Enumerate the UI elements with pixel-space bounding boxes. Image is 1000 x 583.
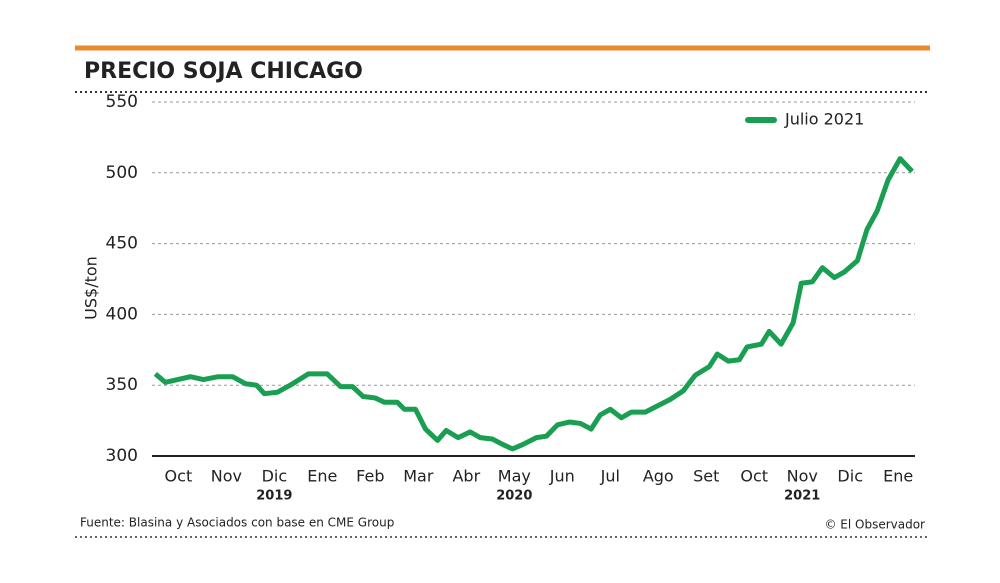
- x-tick-label: Ago: [643, 467, 674, 486]
- legend-label: Julio 2021: [784, 110, 864, 129]
- x-tick-label: Dic: [837, 467, 863, 486]
- y-tick-label: 300: [106, 446, 138, 466]
- year-label: 2019: [256, 489, 292, 504]
- x-tick-label: May: [498, 467, 531, 486]
- x-tick-label: Jun: [549, 467, 575, 486]
- source: Fuente: Blasina y Asociados con base en …: [80, 516, 394, 530]
- x-tick-label: Jul: [600, 467, 620, 486]
- x-tick-label: Dic: [262, 467, 288, 486]
- x-tick-label: Abr: [452, 467, 480, 486]
- year-label: 2020: [496, 489, 532, 504]
- x-tick-label: Nov: [787, 467, 818, 486]
- x-tick-label: Oct: [740, 467, 768, 486]
- credit: © El Observador: [824, 518, 925, 532]
- x-tick-label: Set: [693, 467, 719, 486]
- y-tick-label: 450: [106, 234, 138, 254]
- y-tick-label: 400: [106, 304, 138, 324]
- data-line: [153, 156, 914, 452]
- x-tick-label: Nov: [211, 467, 242, 486]
- y-axis-label: US$/ton: [82, 256, 101, 320]
- x-tick-label: Ene: [883, 467, 913, 486]
- chart-title: PRECIO SOJA CHICAGO: [84, 59, 363, 84]
- y-tick-label: 500: [106, 163, 138, 183]
- y-tick-label: 350: [106, 375, 138, 395]
- x-tick-label: Mar: [403, 467, 434, 486]
- y-tick-label: 550: [106, 92, 138, 112]
- year-label: 2021: [784, 489, 820, 504]
- x-tick-label: Oct: [165, 467, 193, 486]
- x-tick-label: Feb: [356, 467, 384, 486]
- x-tick-label: Ene: [307, 467, 337, 486]
